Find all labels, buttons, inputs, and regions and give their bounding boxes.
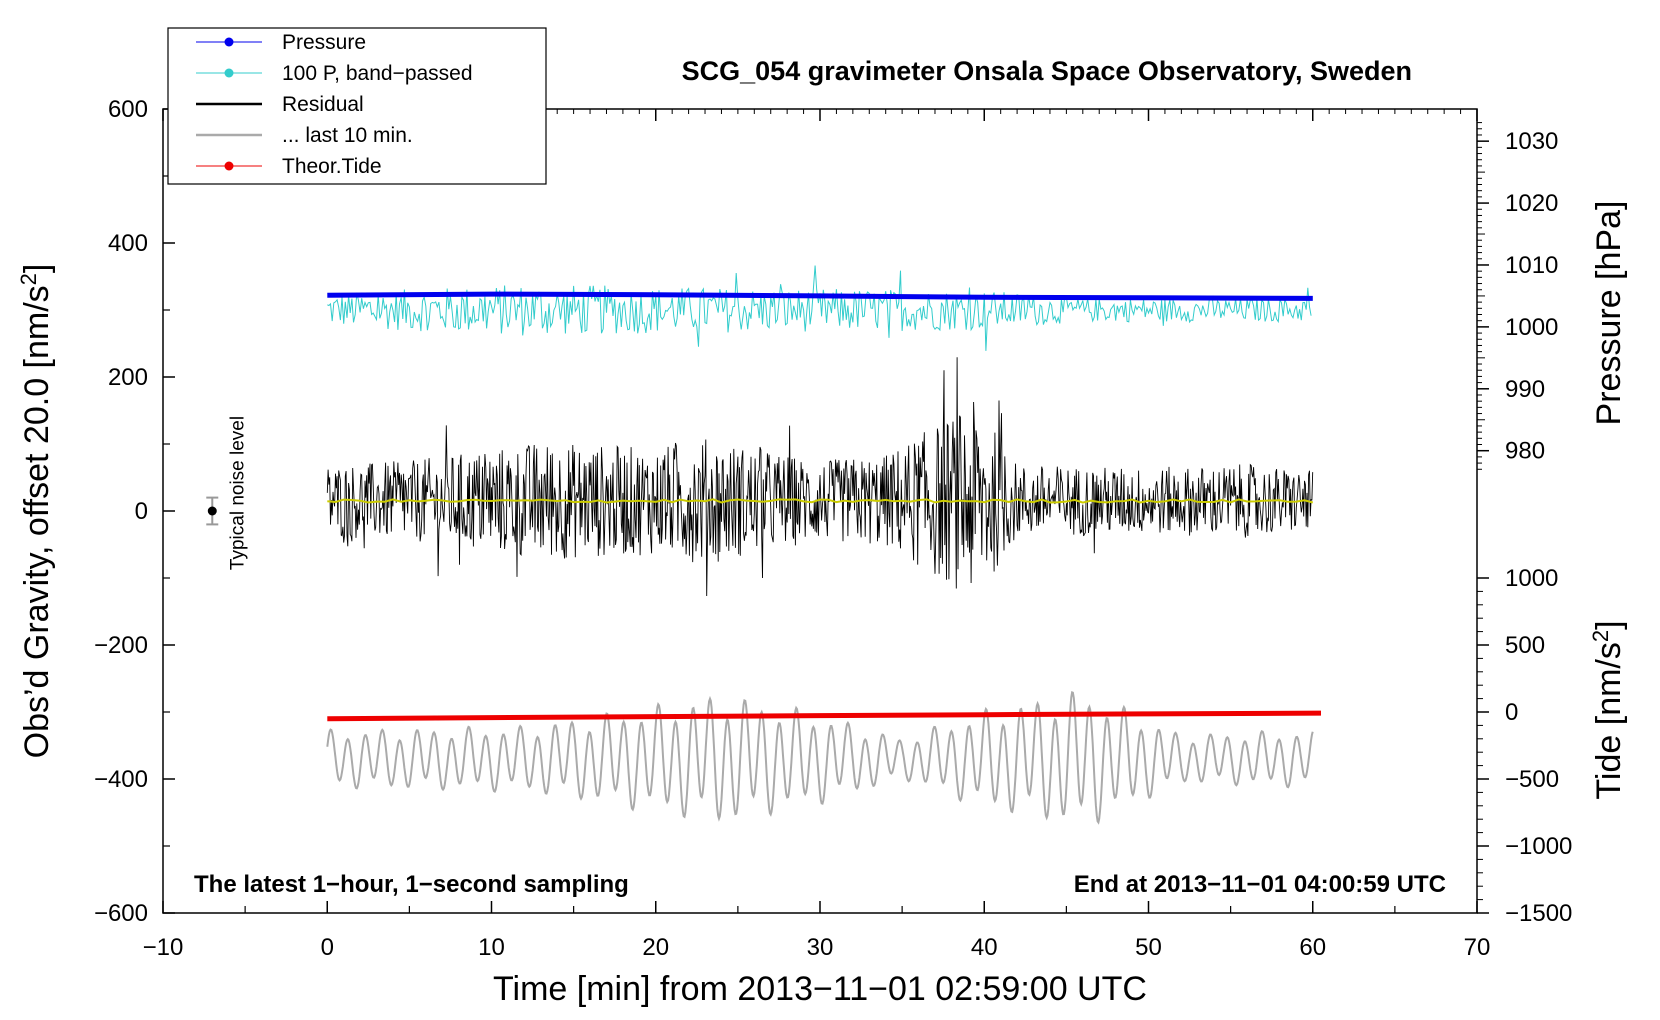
pressure-axis-title: Pressure [hPa] <box>1590 201 1628 426</box>
series-last10min-line <box>326 691 1314 825</box>
series-mean-line <box>327 498 1314 504</box>
legend-label: Pressure <box>282 31 366 54</box>
legend-swatch-dot <box>224 37 234 47</box>
x-tick-label: 30 <box>807 934 834 961</box>
y-tick-label: −600 <box>94 900 148 927</box>
pressure-tick-label: 980 <box>1505 438 1545 465</box>
tide-axis-title-close: ] <box>1590 620 1628 629</box>
y-tick-label: 200 <box>108 364 148 391</box>
x-tick-label: 50 <box>1135 934 1162 961</box>
annotation-right: End at 2013−11−01 04:00:59 UTC <box>1074 871 1446 898</box>
axes: −10 0 10 20 30 40 50 60 706004002000−200−400−600… <box>94 96 1572 961</box>
series-layer <box>326 265 1322 825</box>
noise-level-dot <box>207 506 217 516</box>
series-bandpassed-line <box>327 265 1312 351</box>
legend-entries: Pressure 100 P, band−passed Residual ... la… <box>196 31 473 178</box>
x-tick-label: 60 <box>1299 934 1326 961</box>
y-axis-title-close: ] <box>18 264 56 273</box>
legend-label: 100 P, band−passed <box>282 62 473 85</box>
y-tick-label: 0 <box>135 498 148 525</box>
legend-label: Theor.Tide <box>282 155 382 178</box>
pressure-tick-label: 1030 <box>1505 128 1558 155</box>
noise-level-label: Typical noise level <box>227 416 248 570</box>
legend-swatch-dot <box>224 68 234 78</box>
legend-box <box>167 27 547 185</box>
annotation-left: The latest 1−hour, 1−second sampling <box>194 871 629 898</box>
y-axis-title-text: Obs’d Gravity, offset 20.0 [nm/s <box>18 285 56 758</box>
tide-tick-label: 1000 <box>1505 565 1558 592</box>
tide-tick-label: −1500 <box>1505 900 1572 927</box>
y-tick-label: −200 <box>94 632 148 659</box>
x-tick-label: 20 <box>642 934 669 961</box>
legend: Pressure 100 P, band−passed Residual ... la… <box>167 27 547 185</box>
y-tick-label: 400 <box>108 230 148 257</box>
series-residual-line <box>326 357 1314 597</box>
chart-title: SCG_054 gravimeter Onsala Space Observat… <box>682 56 1412 86</box>
tide-tick-label: −1000 <box>1505 833 1572 860</box>
tide-axis-title-sup: 2 <box>1588 630 1613 642</box>
tide-tick-label: −500 <box>1505 766 1559 793</box>
legend-swatch-dot <box>224 161 234 171</box>
x-tick-label: −10 <box>143 934 184 961</box>
x-axis-title: Time [min] from 2013−11−01 02:59:00 UTC <box>493 970 1147 1008</box>
x-tick-label: 10 <box>478 934 505 961</box>
x-tick-label: 0 <box>321 934 334 961</box>
pressure-tick-label: 990 <box>1505 376 1545 403</box>
tide-axis-title: Tide [nm/s2] <box>1588 620 1628 799</box>
x-tick-label: 70 <box>1464 934 1491 961</box>
noise-level-marker: Typical noise level <box>206 416 248 570</box>
legend-label: Residual <box>282 93 364 116</box>
pressure-tick-label: 1020 <box>1505 190 1558 217</box>
tide-axis-title-text: Tide [nm/s <box>1590 642 1628 799</box>
series-pressure-line <box>327 291 1313 301</box>
series-tide-line <box>327 710 1322 722</box>
pressure-tick-label: 1000 <box>1505 314 1558 341</box>
tide-tick-label: 500 <box>1505 632 1545 659</box>
legend-label: ... last 10 min. <box>282 124 413 147</box>
x-tick-label: 40 <box>971 934 998 961</box>
y-axis-title-sup: 2 <box>16 273 41 285</box>
y-tick-label: 600 <box>108 96 148 123</box>
tide-tick-label: 0 <box>1505 699 1518 726</box>
y-tick-label: −400 <box>94 766 148 793</box>
y-axis-title: Obs’d Gravity, offset 20.0 [nm/s2] <box>16 264 56 759</box>
pressure-tick-label: 1010 <box>1505 252 1558 279</box>
